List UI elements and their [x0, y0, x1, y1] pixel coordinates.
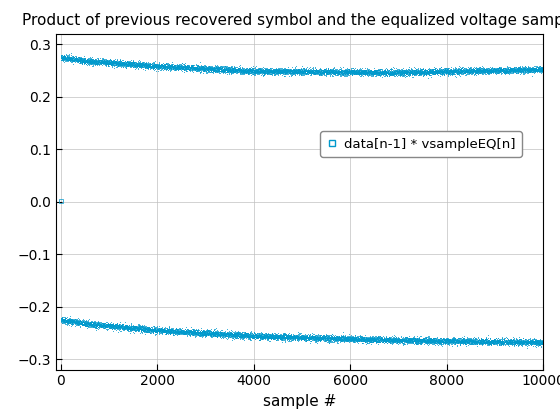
data[n-1] * vsampleEQ[n] [68, 50, 74, 55]
data[n-1] * vsampleEQ[n] [514, 65, 521, 70]
data[n-1] * vsampleEQ[n] [77, 59, 84, 64]
data[n-1] * vsampleEQ[n] [86, 58, 93, 63]
data[n-1] * vsampleEQ[n] [59, 56, 66, 61]
data[n-1] * vsampleEQ[n] [424, 75, 431, 80]
data[n-1] * vsampleEQ[n] [293, 68, 300, 73]
Title: Product of previous recovered symbol and the equalized voltage sample: Product of previous recovered symbol and… [22, 13, 560, 28]
data[n-1] * vsampleEQ[n] [58, 54, 64, 59]
X-axis label: sample #: sample # [263, 394, 337, 409]
data[n-1] * vsampleEQ[n] [540, 66, 547, 71]
Line: data[n-1] * vsampleEQ[n]: data[n-1] * vsampleEQ[n] [60, 52, 544, 78]
Legend: data[n-1] * vsampleEQ[n]: data[n-1] * vsampleEQ[n] [320, 131, 522, 157]
data[n-1] * vsampleEQ[n] [152, 63, 159, 68]
